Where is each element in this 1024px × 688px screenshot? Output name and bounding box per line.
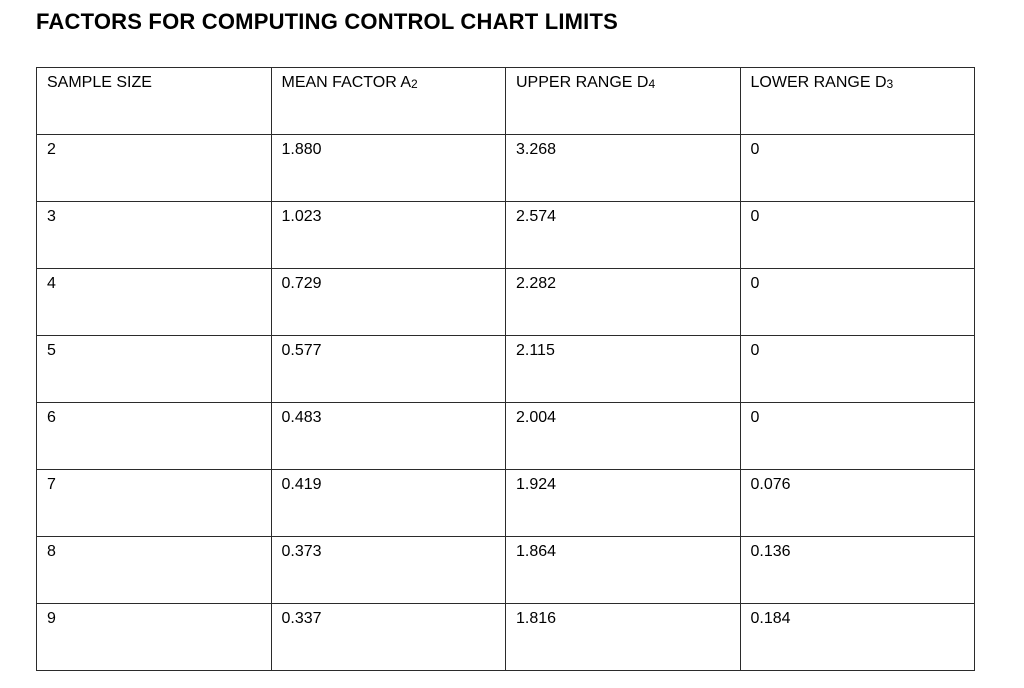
table-cell-sample-size: 3 [36,201,272,269]
table-cell-mean-factor: 1.023 [270,201,506,269]
column-header-label: LOWER RANGE D [750,74,887,91]
table-cell-upper-range: 1.864 [505,536,741,604]
table-cell-lower-range: 0.184 [739,603,975,671]
column-header-label: SAMPLE SIZE [47,74,152,91]
table-cell-mean-factor: 0.373 [270,536,506,604]
table-cell-upper-range: 2.115 [505,335,741,403]
table-cell-upper-range: 2.282 [505,268,741,336]
column-header-subscript: 2 [411,77,418,91]
table-cell-sample-size: 2 [36,134,272,202]
table-row: 6 0.483 2.004 0 [36,402,975,470]
table-cell-sample-size: 7 [36,469,272,537]
table-cell-lower-range: 0.136 [739,536,975,604]
table-cell-upper-range: 2.574 [505,201,741,269]
table-row: 2 1.880 3.268 0 [36,134,975,202]
table-cell-upper-range: 1.924 [505,469,741,537]
table-row: 3 1.023 2.574 0 [36,201,975,269]
control-chart-factors-table: SAMPLE SIZE MEAN FACTOR A2 UPPER RANGE D… [36,67,975,671]
table-cell-sample-size: 5 [36,335,272,403]
table-row: 5 0.577 2.115 0 [36,335,975,403]
table-cell-mean-factor: 0.419 [270,469,506,537]
table-cell-lower-range: 0 [739,402,975,470]
table-cell-sample-size: 6 [36,402,272,470]
column-header-subscript: 4 [648,77,656,91]
table-cell-lower-range: 0.076 [739,469,975,537]
table-cell-mean-factor: 0.729 [270,268,506,336]
table-header-row: SAMPLE SIZE MEAN FACTOR A2 UPPER RANGE D… [36,67,975,135]
table-cell-upper-range: 1.816 [505,603,741,671]
table-cell-lower-range: 0 [739,335,975,403]
table-cell-upper-range: 3.268 [505,134,741,202]
table-row: 9 0.337 1.816 0.184 [36,603,975,671]
column-header-subscript: 3 [886,77,894,91]
table-cell-lower-range: 0 [739,201,975,269]
table-cell-lower-range: 0 [739,134,975,202]
table-row: 7 0.419 1.924 0.076 [36,469,975,537]
table-cell-mean-factor: 0.483 [270,402,506,470]
table-cell-sample-size: 4 [36,268,272,336]
column-header-label: MEAN FACTOR A [281,74,412,91]
table-cell-upper-range: 2.004 [505,402,741,470]
table-cell-sample-size: 8 [36,536,272,604]
column-header-mean-factor-a2: MEAN FACTOR A2 [270,67,506,135]
column-header-upper-range-d4: UPPER RANGE D4 [505,67,741,135]
table-cell-mean-factor: 0.337 [270,603,506,671]
column-header-sample-size: SAMPLE SIZE [36,67,272,135]
column-header-lower-range-d3: LOWER RANGE D3 [739,67,975,135]
table-cell-lower-range: 0 [739,268,975,336]
table-row: 8 0.373 1.864 0.136 [36,536,975,604]
table-row: 4 0.729 2.282 0 [36,268,975,336]
column-header-label: UPPER RANGE D [516,74,649,91]
table-cell-sample-size: 9 [36,603,272,671]
page-title: FACTORS FOR COMPUTING CONTROL CHART LIMI… [36,9,619,34]
table-cell-mean-factor: 0.577 [270,335,506,403]
table-cell-mean-factor: 1.880 [270,134,506,202]
